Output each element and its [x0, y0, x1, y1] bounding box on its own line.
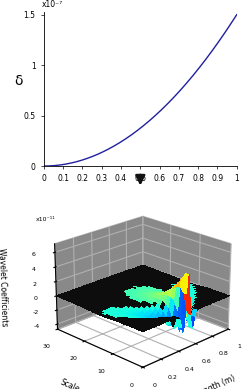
X-axis label: Length (m): Length (m) [194, 373, 237, 389]
Y-axis label: δ: δ [15, 74, 23, 88]
Text: x10⁻¹¹: x10⁻¹¹ [35, 217, 55, 222]
Y-axis label: Scale: Scale [59, 378, 81, 389]
Text: x10⁻⁷: x10⁻⁷ [42, 0, 63, 9]
